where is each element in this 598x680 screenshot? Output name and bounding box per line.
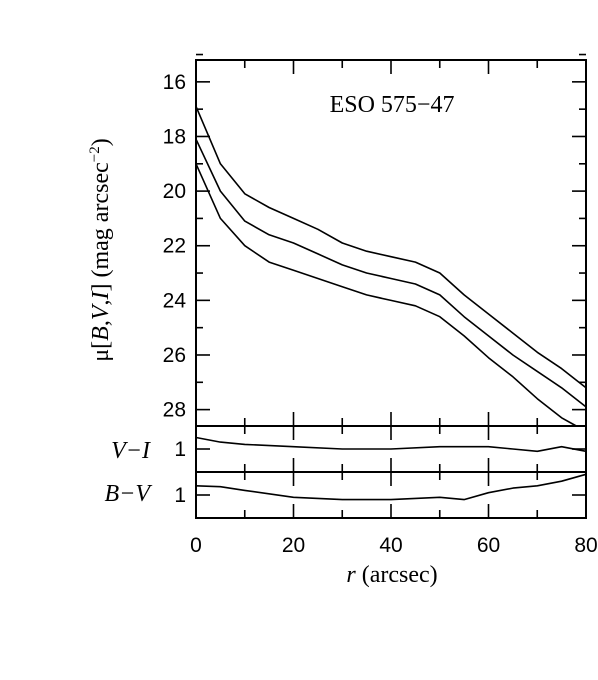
y-tick-label: 1 — [174, 484, 186, 507]
y-axis-label-part: ) — [88, 138, 114, 146]
x-axis-label-unit: (arcsec) — [356, 562, 438, 588]
series-line — [195, 138, 587, 408]
x-axis-label: r (arcsec) — [346, 562, 437, 588]
y-tick-label: 28 — [163, 399, 186, 422]
vi-axis-label: V−I — [111, 438, 151, 464]
series-line — [195, 106, 587, 389]
x-axis-label-var: r — [346, 562, 356, 588]
series-line — [195, 163, 577, 427]
x-tick-label: 60 — [477, 534, 500, 557]
bv-axis-label: B−V — [104, 481, 152, 507]
y-tick-label: 18 — [163, 125, 186, 148]
series-line — [195, 436, 587, 453]
main-panel: 16 18 20 22 24 26 28 — [163, 53, 587, 427]
y-tick-label: 20 — [163, 180, 186, 203]
bv-panel: 1 — [174, 471, 587, 519]
y-tick-label: 24 — [163, 289, 187, 312]
y-axis-label: μ[B,V,I] (mag arcsec−2) — [87, 138, 114, 361]
series-line — [195, 473, 587, 501]
y-tick-label: 22 — [163, 235, 186, 258]
chart-title: ESO 575−47 — [330, 92, 455, 118]
x-tick-label: 0 — [190, 534, 202, 557]
y-axis-label-part: , — [88, 320, 114, 326]
y-axis-label-part: B — [88, 326, 114, 341]
x-tick-label: 40 — [379, 534, 402, 557]
y-axis-label-part: μ[ — [88, 341, 114, 362]
y-axis-label-exponent: −2 — [87, 146, 103, 162]
y-axis-label-part: V — [88, 303, 114, 320]
y-axis-label-part: ] (mag arcsec — [88, 162, 114, 291]
y-tick-label: 1 — [174, 438, 186, 461]
vi-panel: 1 — [174, 425, 587, 473]
y-tick-label: 26 — [163, 344, 186, 367]
x-tick-label: 20 — [282, 534, 305, 557]
y-axis-label-part: I — [88, 291, 114, 301]
x-axis: 0 20 40 60 80 — [190, 534, 598, 557]
y-tick-label: 16 — [163, 71, 186, 94]
x-tick-label: 80 — [574, 534, 597, 557]
y-axis-label-part: , — [88, 300, 114, 306]
